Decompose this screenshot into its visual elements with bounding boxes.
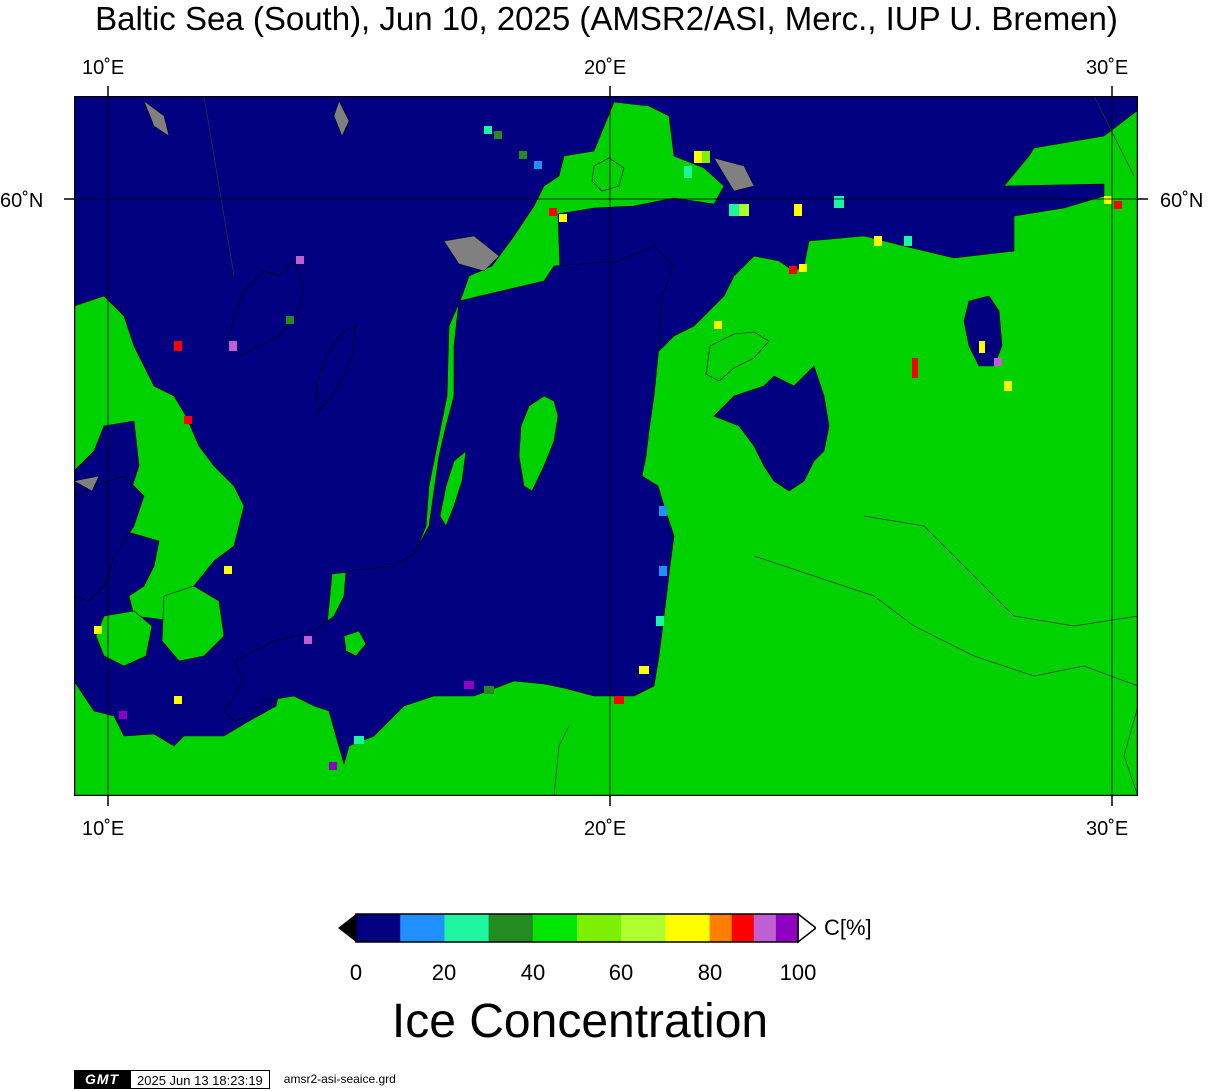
bottom-lon-label-20: 20˚E xyxy=(584,818,627,840)
colorbar-unit: C[%] xyxy=(824,915,872,940)
colorbar-title: Ice Concentration xyxy=(391,995,769,1048)
left-lat-label-60: 60˚N xyxy=(0,190,44,212)
colorbar-tick-0: 0 xyxy=(349,960,363,985)
colorbar-cell xyxy=(731,914,755,942)
bornholm-island xyxy=(343,630,367,657)
colorbar-cell xyxy=(488,914,534,942)
colorbar-cell xyxy=(775,914,799,942)
colorbar-cell xyxy=(532,914,578,942)
country-borders xyxy=(203,96,1138,796)
footer: GMT 2025 Jun 13 18:23:19 amsr2-asi-seaic… xyxy=(74,1069,396,1089)
top-lon-label-10: 10˚E xyxy=(82,57,125,79)
colorbar-cell xyxy=(444,914,490,942)
colorbar-tick-20: 20 xyxy=(431,960,457,985)
colorbar-cell xyxy=(709,914,733,942)
colorbar-tick-100: 100 xyxy=(779,960,817,985)
ice-concentration-map xyxy=(74,96,1138,796)
colorbar-low-triangle xyxy=(338,914,356,942)
gray-land-patches xyxy=(74,100,755,492)
colorbar-cell xyxy=(356,914,401,942)
saaremaa-island xyxy=(705,331,770,382)
aland-islands xyxy=(591,157,625,192)
colorbar-cell xyxy=(400,914,445,942)
gotland-island xyxy=(518,395,559,492)
right-lat-label-60: 60˚N xyxy=(1160,190,1204,212)
zealand-island xyxy=(95,610,153,667)
colorbar-cell xyxy=(753,914,777,942)
funen-island xyxy=(161,585,225,662)
colorbar-cell xyxy=(577,914,622,942)
bottom-lon-label-30: 30˚E xyxy=(1086,818,1129,840)
colorbar-border xyxy=(355,913,799,943)
map-border xyxy=(74,96,1138,796)
colorbar-high-triangle xyxy=(797,912,818,944)
colorbar-cell xyxy=(621,914,666,942)
frame-ticks xyxy=(64,86,1148,806)
gmt-logo: GMT xyxy=(74,1069,130,1089)
colorbar-tick-40: 40 xyxy=(520,960,546,985)
map-title: Baltic Sea (South), Jun 10, 2025 (AMSR2/… xyxy=(95,0,1118,37)
colorbar-tick-80: 80 xyxy=(697,960,723,985)
top-lon-label-20: 20˚E xyxy=(584,57,627,79)
colorbar-cell xyxy=(665,914,711,942)
oland-island xyxy=(439,450,467,527)
colorbar xyxy=(336,910,818,951)
graticule xyxy=(74,96,1138,796)
grid-filename: amsr2-asi-seaice.grd xyxy=(283,1072,396,1086)
coastal-edge-cells xyxy=(94,126,1122,770)
bottom-lon-label-10: 10˚E xyxy=(82,818,125,840)
colorbar-tick-60: 60 xyxy=(608,960,634,985)
timestamp: 2025 Jun 13 18:23:19 xyxy=(130,1069,270,1089)
top-lon-label-30: 30˚E xyxy=(1086,57,1129,79)
